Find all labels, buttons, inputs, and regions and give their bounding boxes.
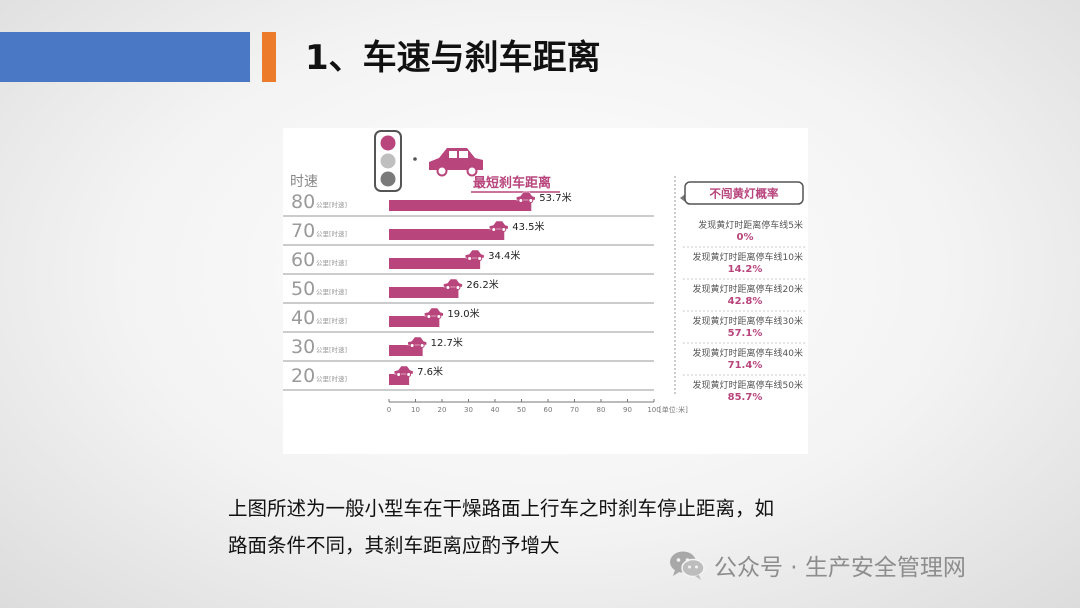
bar-car-icon — [443, 278, 463, 290]
x-tick-label: 10 — [411, 406, 420, 414]
bar-car-icon — [424, 307, 444, 319]
side-item-label: 发现黄灯时距离停车线30米 — [693, 315, 803, 327]
speed-label: 50 — [291, 278, 315, 300]
speed-unit-label: 公里[时速] — [316, 374, 347, 383]
side-item-value: 42.8% — [728, 296, 763, 307]
side-item-label: 发现黄灯时距离停车线20米 — [693, 283, 803, 295]
speed-unit-label: 公里[时速] — [316, 316, 347, 325]
speed-label: 20 — [291, 365, 315, 387]
wechat-icon — [670, 551, 705, 580]
value-label: 43.5米 — [512, 220, 544, 233]
side-item-label: 发现黄灯时距离停车线40米 — [693, 347, 803, 359]
chart-row-30: 30 公里[时速] 12.7米 — [283, 336, 654, 362]
x-tick-label: 70 — [570, 406, 579, 414]
bar — [389, 287, 459, 298]
speed-unit-label: 公里[时速] — [316, 345, 347, 354]
speed-label: 70 — [291, 220, 315, 242]
speed-label: 30 — [291, 336, 315, 358]
x-tick-label: 90 — [623, 406, 632, 414]
bar — [389, 229, 505, 240]
caption-line-1: 上图所述为一般小型车在干燥路面上行车之时刹车停止距离，如 — [228, 497, 775, 520]
car-icon — [429, 148, 483, 177]
speed-unit-label: 公里[时速] — [316, 229, 347, 238]
y-axis-label: 时速 — [290, 174, 318, 190]
speed-unit-label: 公里[时速] — [316, 200, 347, 209]
speed-unit-label: 公里[时速] — [316, 287, 347, 296]
chart-row-20: 20 公里[时速] 7.6米 — [283, 365, 654, 391]
side-item-value: 14.2% — [728, 264, 763, 275]
title-decor-bar — [0, 32, 250, 82]
bar — [389, 316, 440, 327]
bar-car-icon — [393, 365, 414, 377]
chart-row-80: 80 公里[时速] 53.7米 — [283, 191, 654, 217]
bar-car-icon — [516, 191, 536, 203]
bar — [389, 258, 481, 269]
speed-label: 80 — [291, 191, 315, 213]
chart-title: 最短刹车距离 — [473, 175, 551, 191]
side-item-label: 发现黄灯时距离停车线50米 — [693, 379, 803, 391]
x-tick-label: 60 — [544, 406, 553, 414]
speed-unit-label: 公里[时速] — [316, 258, 347, 267]
speed-label: 60 — [291, 249, 315, 271]
value-label: 12.7米 — [431, 336, 463, 349]
x-tick-label: 0 — [387, 406, 391, 414]
x-tick-label: 40 — [491, 406, 500, 414]
x-tick-label: 80 — [597, 406, 606, 414]
watermark: 公众号 · 生产安全管理网 — [668, 548, 966, 582]
title-accent-bar — [262, 32, 276, 82]
value-label: 53.7米 — [539, 191, 571, 204]
x-axis-label: [单位:米] — [659, 405, 688, 414]
chart-row-70: 70 公里[时速] 43.5米 — [283, 220, 654, 246]
value-label: 34.4米 — [488, 249, 520, 262]
speed-label: 40 — [291, 307, 315, 329]
bar — [389, 200, 532, 211]
side-item-label: 发现黄灯时距离停车线10米 — [693, 251, 803, 263]
side-item-value: 0% — [737, 232, 754, 243]
bar-car-icon — [488, 220, 509, 232]
value-label: 19.0米 — [447, 307, 479, 320]
caption-line-2: 路面条件不同，其刹车距离应酌予增大 — [228, 534, 560, 557]
side-panel-title: 不闯黄灯概率 — [710, 187, 779, 201]
caption: 上图所述为一般小型车在干燥路面上行车之时刹车停止距离，如 路面条件不同，其刹车距… — [228, 490, 888, 564]
x-tick-label: 100 — [647, 406, 660, 414]
watermark-text: 公众号 · 生产安全管理网 — [714, 555, 966, 581]
slide-title: 1、车速与刹车距离 — [305, 38, 601, 78]
side-item-value: 85.7% — [728, 392, 763, 403]
x-tick-label: 50 — [517, 406, 526, 414]
braking-distance-figure: 最短刹车距离 时速 80 公里[时速] 53.7米 70 公里[时速] 43.5米 60 公里… — [283, 128, 808, 454]
chart-row-50: 50 公里[时速] 26.2米 — [283, 278, 654, 304]
side-panel: 不闯黄灯概率 发现黄灯时距离停车线5米0%发现黄灯时距离停车线10米14.2%发… — [674, 176, 805, 403]
bar-car-icon — [464, 249, 485, 261]
x-tick-label: 20 — [438, 406, 447, 414]
side-item-value: 57.1% — [728, 328, 763, 339]
chart-row-60: 60 公里[时速] 34.4米 — [283, 249, 654, 275]
value-label: 26.2米 — [466, 278, 498, 291]
bar — [389, 374, 410, 385]
side-item-value: 71.4% — [728, 360, 763, 371]
value-label: 7.6米 — [417, 365, 443, 378]
dot-icon — [413, 157, 417, 161]
side-item-label: 发现黄灯时距离停车线5米 — [698, 219, 803, 231]
traffic-light-icon — [374, 130, 402, 192]
chart-row-40: 40 公里[时速] 19.0米 — [283, 307, 654, 333]
x-tick-label: 30 — [464, 406, 473, 414]
bar-car-icon — [407, 336, 427, 348]
bar — [389, 345, 423, 356]
